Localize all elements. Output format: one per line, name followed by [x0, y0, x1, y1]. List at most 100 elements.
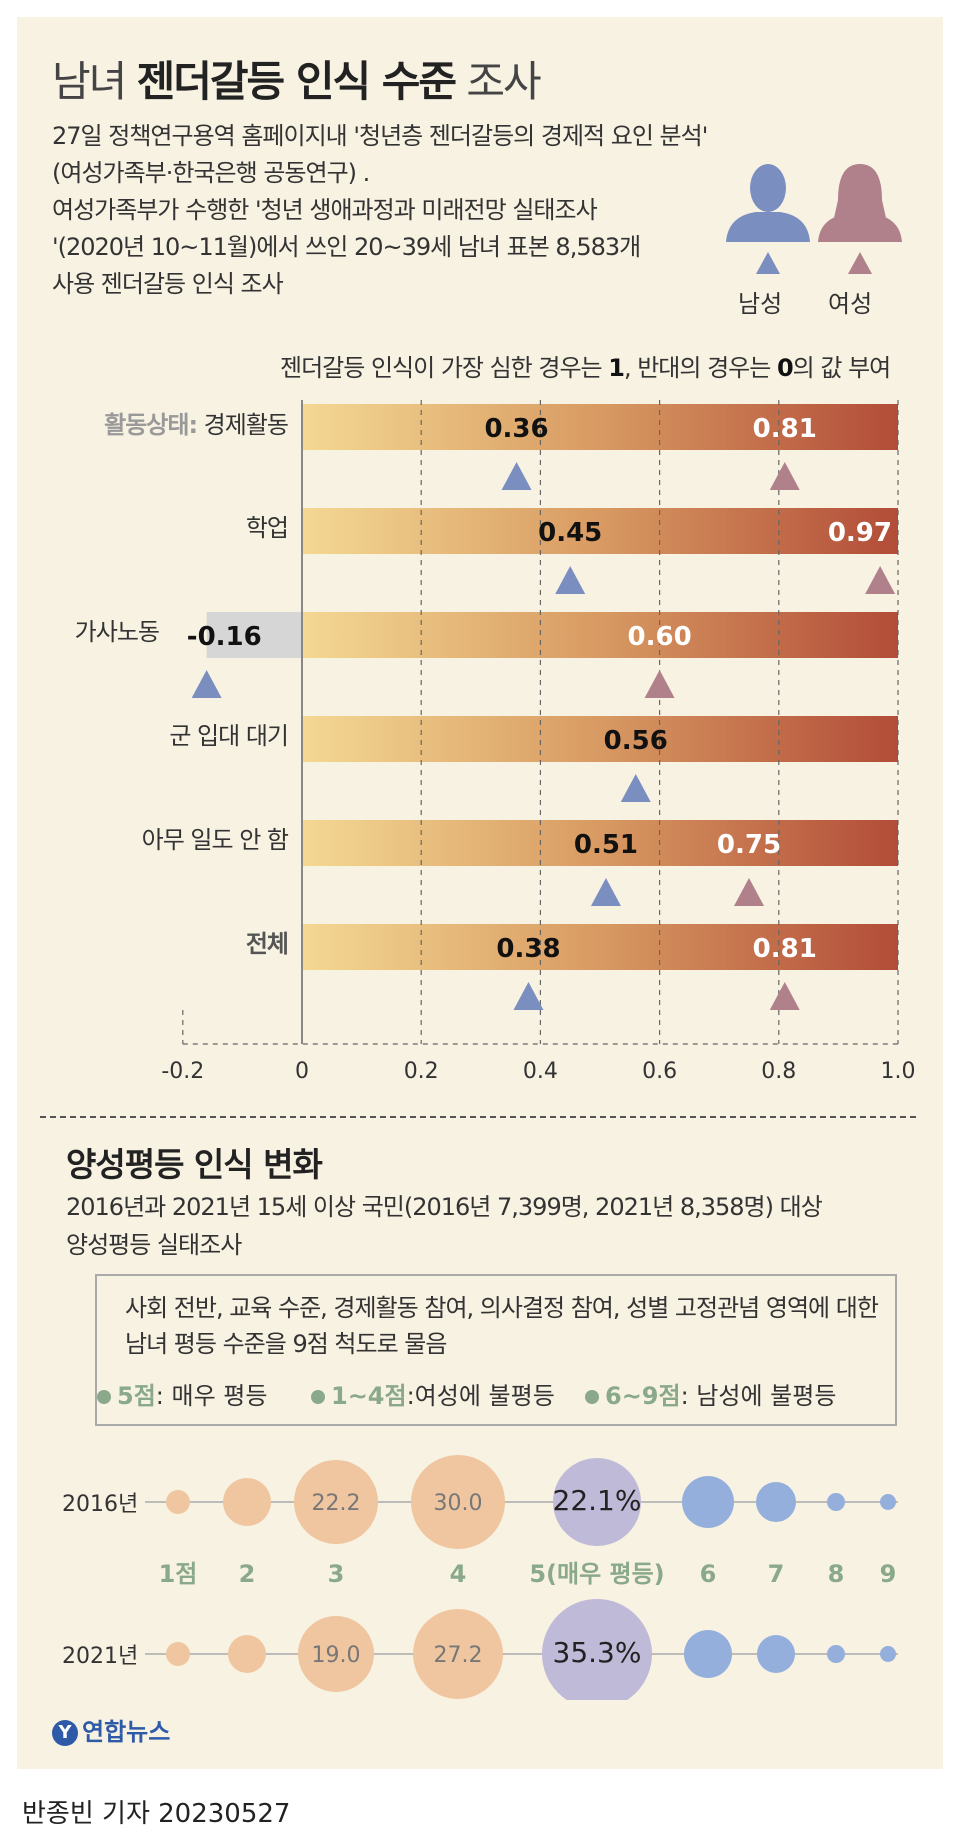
- x-tick-label: 0: [295, 1059, 309, 1084]
- category-label-total: 전체: [245, 930, 289, 958]
- legend-dot-icon: [97, 1390, 111, 1404]
- intro-line: 여성가족부가 수행한 '청년 생애과정과 미래전망 실태조사: [52, 196, 598, 224]
- legend-item: 5점: 매우 평등: [97, 1376, 267, 1411]
- section-description: 2016년과 2021년 15세 이상 국민(2016년 7,399명, 202…: [66, 1193, 823, 1259]
- bubble: [294, 1460, 378, 1544]
- scale-bar: [302, 508, 898, 554]
- bubble: [553, 1458, 641, 1546]
- data-label: 0.56: [604, 726, 668, 756]
- male-marker-icon: [590, 878, 621, 906]
- bubble-value-label: 35.3%: [553, 1636, 642, 1669]
- data-label: 0.81: [753, 414, 817, 444]
- data-label: 0.51: [574, 830, 638, 860]
- male-marker-icon: [620, 774, 651, 802]
- male-marker-icon: [191, 670, 222, 698]
- year-label: 2016년: [62, 1492, 138, 1517]
- bubble: [223, 1478, 271, 1526]
- data-label: 0.36: [484, 414, 548, 444]
- intro-line: 사용 젠더갈등 인식 조사: [52, 270, 284, 298]
- male-person-icon: [726, 164, 810, 274]
- byline: 반종빈 기자 20230527: [22, 1799, 291, 1829]
- male-marker-icon: [513, 982, 544, 1010]
- equality-bubble-chart: 2016년 22.2 30.0 22.1% 2021년 19.0 27.2 35.3% 1점 2 3…: [62, 1455, 898, 1700]
- data-label: 0.45: [538, 518, 602, 548]
- data-label: 0.60: [628, 622, 692, 652]
- intro-line: 27일 정책연구용역 홈페이지내 '청년층 젠더갈등의 경제적 요인 분석': [52, 122, 708, 150]
- section-divider: [40, 1116, 916, 1118]
- bubble: [413, 1609, 503, 1699]
- x-tick-label: 0.2: [404, 1059, 439, 1084]
- bubble: [411, 1455, 505, 1549]
- survey-info-box: 사회 전반, 교육 수준, 경제활동 참여, 의사결정 참여, 성별 고정관념 …: [95, 1274, 897, 1426]
- bubble-value-label: 30.0: [434, 1491, 483, 1516]
- category-label: 군 입대 대기: [169, 722, 289, 750]
- female-marker-icon: [769, 462, 800, 490]
- legend-item: 1~4점:여성에 불평등: [311, 1376, 555, 1411]
- scale-bar: [302, 404, 898, 450]
- year-label: 2021년: [62, 1644, 138, 1669]
- bubble: [757, 1635, 795, 1673]
- bubble: [756, 1482, 796, 1522]
- female-person-icon: [818, 164, 902, 274]
- data-label: 0.81: [753, 934, 817, 964]
- female-marker-icon: [734, 878, 764, 906]
- bubble: [542, 1599, 652, 1700]
- scale-point-label: 4: [450, 1560, 467, 1588]
- x-tick-label: 0.6: [642, 1059, 677, 1084]
- scale-bar: [302, 612, 898, 658]
- bubble-value-label: 22.1%: [553, 1484, 642, 1517]
- scale-bar: [302, 716, 898, 762]
- male-marker-icon: [555, 566, 586, 594]
- x-tick-label: 0.8: [761, 1059, 796, 1084]
- data-label: 0.75: [717, 830, 781, 860]
- bubble-value-label: 19.0: [312, 1643, 361, 1668]
- data-label: 0.38: [496, 934, 560, 964]
- bubble-value-label: 22.2: [312, 1491, 361, 1516]
- intro-line: '(2020년 10~11월)에서 쓰인 20~39세 남녀 표본 8,583개: [52, 233, 641, 261]
- legend-dot-icon: [585, 1390, 599, 1404]
- scale-point-label: 2: [239, 1560, 256, 1588]
- scale-point-label: 6: [700, 1560, 717, 1588]
- category-label-economic: 활동상태: 경제활동: [104, 411, 289, 439]
- gender-conflict-bar-chart: -0.2 0 0.2 0.4 0.6 0.8 1.0 0.36 0.45 -0.16 0.56 0.…: [161, 400, 916, 1084]
- x-tick-label: 1.0: [881, 1059, 916, 1084]
- female-marker-icon: [769, 982, 800, 1010]
- scale-point-label: 8: [828, 1560, 845, 1588]
- female-marker-icon: [865, 566, 896, 594]
- bubble: [880, 1494, 896, 1510]
- x-tick-label: -0.2: [161, 1059, 204, 1084]
- category-label: 아무 일도 안 함: [141, 826, 289, 854]
- section-title: 양성평등 인식 변화: [66, 1145, 323, 1184]
- bubble: [166, 1490, 190, 1514]
- chart-note: 젠더갈등 인식이 가장 심한 경우는 1, 반대의 경우는 0의 값 부여: [280, 354, 891, 382]
- page-title: 남녀 젠더갈등 인식 수준 조사: [52, 57, 542, 106]
- negative-bar: [206, 612, 302, 658]
- bubble: [228, 1635, 266, 1673]
- bubble: [827, 1645, 845, 1663]
- male-marker-icon: [501, 462, 532, 490]
- intro-line: (여성가족부·한국은행 공동연구) .: [52, 159, 370, 187]
- scale-point-label: 3: [328, 1560, 345, 1588]
- yonhap-logo: Y 연합뉴스: [52, 1712, 170, 1747]
- bubble: [298, 1616, 374, 1692]
- scale-bar: [302, 820, 898, 866]
- intro-text: 27일 정책연구용역 홈페이지내 '청년층 젠더갈등의 경제적 요인 분석' (…: [52, 118, 708, 303]
- scale-point-label: 1점: [159, 1560, 198, 1588]
- male-label: 남성: [738, 290, 783, 318]
- bubble: [880, 1646, 896, 1662]
- category-label: 가사노동: [74, 618, 160, 646]
- bubble: [166, 1642, 190, 1666]
- scale-bar: [302, 924, 898, 970]
- bubble: [682, 1476, 734, 1528]
- bubble-value-label: 27.2: [434, 1643, 483, 1668]
- female-marker-icon: [644, 670, 675, 698]
- bubble: [827, 1493, 845, 1511]
- scale-point-label: 9: [880, 1560, 897, 1588]
- bubble: [684, 1630, 732, 1678]
- yonhap-logo-icon: Y: [52, 1720, 78, 1746]
- legend-item: 6~9점: 남성에 불평등: [585, 1376, 836, 1411]
- scale-point-label: 7: [768, 1560, 785, 1588]
- gender-icons: [726, 164, 902, 274]
- scale-point-label: 5(매우 평등): [529, 1560, 664, 1588]
- category-label: 학업: [245, 514, 289, 542]
